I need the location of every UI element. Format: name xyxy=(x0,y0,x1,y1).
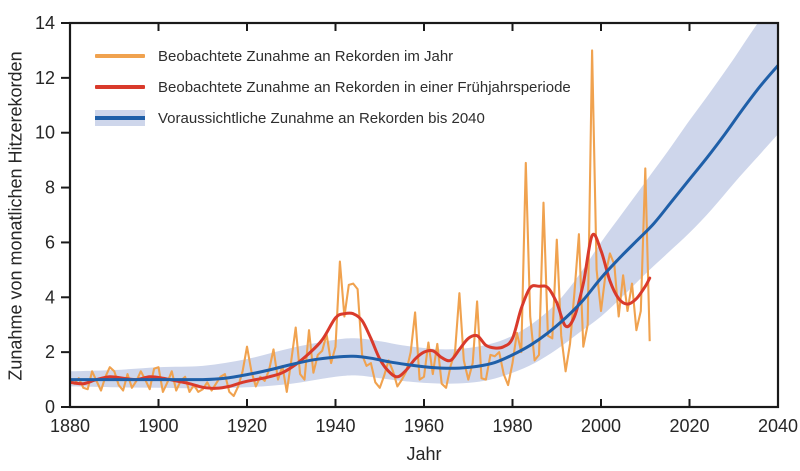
x-axis-title: Jahr xyxy=(406,444,442,464)
legend: Beobachtete Zunahme an Rekorden im Jahr … xyxy=(95,44,571,130)
y-tick-label: 0 xyxy=(45,397,55,417)
x-tick-label: 1900 xyxy=(138,416,178,436)
y-axis-title: Zunahme von monatlichen Hitzerekorden xyxy=(5,51,26,381)
y-tick-label: 14 xyxy=(35,13,55,33)
x-tick-label: 1920 xyxy=(227,416,267,436)
legend-label-observed-yearly: Beobachtete Zunahme an Rekorden im Jahr xyxy=(158,47,454,65)
confidence-band xyxy=(70,23,778,389)
x-tick-label: 1940 xyxy=(315,416,355,436)
x-tick-label: 2020 xyxy=(669,416,709,436)
y-tick-label: 4 xyxy=(45,287,55,307)
y-tick-label: 12 xyxy=(35,68,55,88)
y-tick-label: 8 xyxy=(45,178,55,198)
series-observed-yearly xyxy=(70,49,651,398)
series-projected xyxy=(70,64,778,382)
legend-label-observed-smoothed: Beobachtete Zunahme an Rekorden in einer… xyxy=(158,78,571,96)
legend-item-projection: Voraussichtliche Zunahme an Rekorden bis… xyxy=(95,106,571,130)
legend-item-observed-smoothed: Beobachtete Zunahme an Rekorden in einer… xyxy=(95,75,571,99)
plot-frame xyxy=(68,21,780,409)
x-tick-label: 1960 xyxy=(404,416,444,436)
x-tick-label: 1880 xyxy=(50,416,90,436)
x-tick-label: 2000 xyxy=(581,416,621,436)
red-line-icon xyxy=(95,85,145,89)
y-tick-label: 6 xyxy=(45,232,55,252)
series-observed-smoothed xyxy=(70,232,652,390)
orange-line-icon xyxy=(95,54,145,58)
blue-band-line-icon xyxy=(95,110,145,126)
y-tick-label: 2 xyxy=(45,342,55,362)
x-tick-label: 2040 xyxy=(758,416,798,436)
legend-label-projection: Voraussichtliche Zunahme an Rekorden bis… xyxy=(158,109,485,127)
y-tick-label: 10 xyxy=(35,123,55,143)
x-tick-label: 1980 xyxy=(492,416,532,436)
legend-item-observed-yearly: Beobachtete Zunahme an Rekorden im Jahr xyxy=(95,44,571,68)
